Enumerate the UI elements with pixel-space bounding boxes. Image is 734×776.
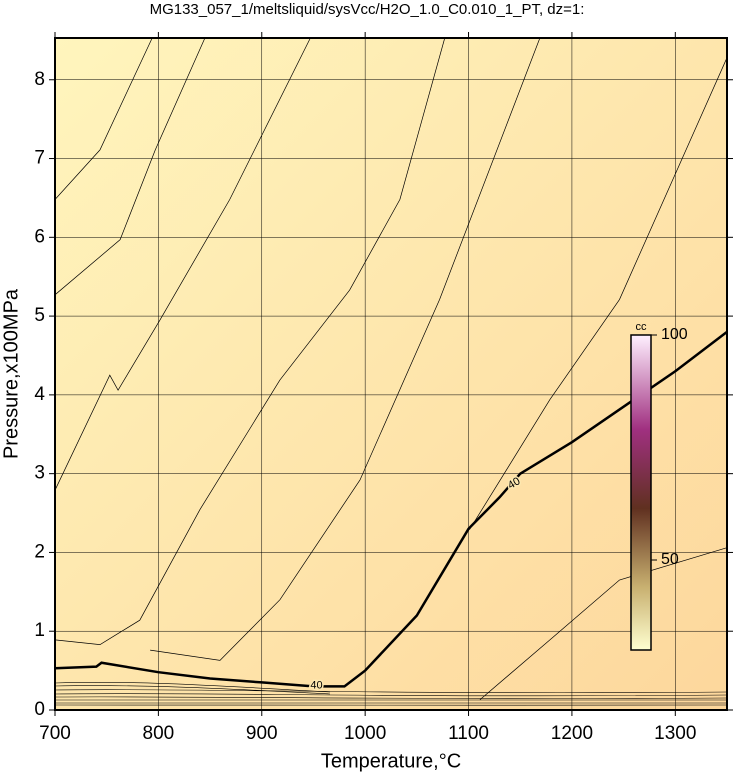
- contour-line: [469, 57, 728, 530]
- y-tick-label: 0: [34, 699, 45, 720]
- y-tick-label: 8: [34, 69, 45, 90]
- x-tick-label: 1100: [448, 723, 489, 744]
- contour-line: [479, 547, 728, 701]
- plot-background: [55, 38, 727, 710]
- y-tick-label: 6: [34, 226, 45, 247]
- chart-title: MG133_057_1/meltsliquid/sysVcc/H2O_1.0_C…: [150, 1, 585, 18]
- x-tick-label: 1000: [344, 723, 386, 744]
- y-tick-label: 3: [34, 463, 45, 484]
- y-tick-label: 1: [34, 620, 45, 641]
- contour-line: [54, 37, 446, 645]
- dense-contours: [54, 682, 728, 706]
- y-tick-label: 7: [34, 148, 45, 169]
- colorbar: [630, 334, 652, 651]
- contour-label: 40: [310, 679, 322, 691]
- y-tick-label: 4: [34, 384, 45, 405]
- contour-line: [54, 37, 311, 491]
- x-axis-label: Temperature,°C: [321, 750, 461, 772]
- colorbar-tick-label: 100: [661, 326, 688, 343]
- contour-line: [150, 37, 541, 661]
- colorbar-tick-label: 50: [661, 551, 679, 568]
- contour-line: [54, 37, 206, 296]
- colorbar-title: cc: [636, 321, 648, 333]
- x-tick-label: 900: [246, 723, 278, 744]
- x-tick-label: 700: [39, 723, 71, 744]
- y-tick-label: 5: [34, 305, 45, 326]
- y-tick-label: 2: [34, 541, 45, 562]
- contour-line: [54, 37, 153, 200]
- x-tick-label: 800: [143, 723, 175, 744]
- x-tick-label: 1300: [654, 723, 696, 744]
- contour-line: [54, 330, 728, 688]
- x-tick-label: 1200: [551, 723, 593, 744]
- y-axis-label: Pressure,x100MPa: [0, 288, 22, 459]
- plot-frame: [54, 37, 728, 711]
